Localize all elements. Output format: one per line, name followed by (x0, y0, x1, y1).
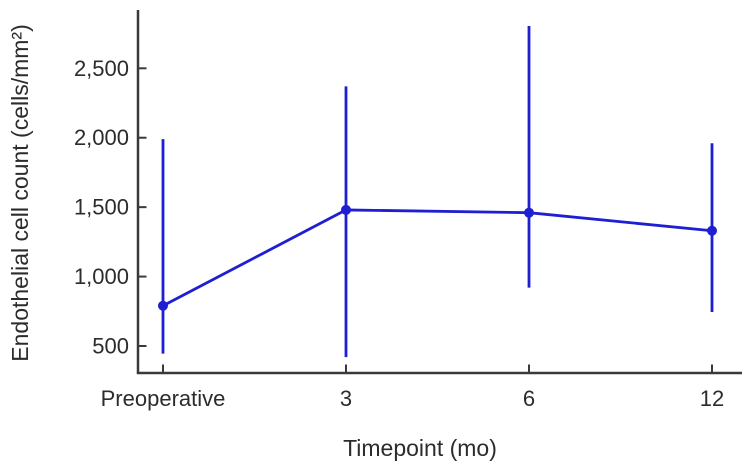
x-tick-label: Preoperative (101, 386, 226, 411)
y-tick-label: 1,000 (74, 264, 129, 289)
x-tick-label: 3 (340, 386, 352, 411)
y-tick-label: 500 (92, 334, 129, 359)
y-tick-label: 2,500 (74, 56, 129, 81)
x-tick-label: 6 (523, 386, 535, 411)
data-point (707, 225, 717, 236)
y-axis-title: Endothelial cell count (cells/mm²) (7, 24, 33, 361)
series-line (162, 208, 713, 307)
data-point (158, 300, 168, 311)
x-axis-title: Timepoint (mo) (343, 435, 497, 461)
data-point (341, 204, 351, 215)
y-tick-label: 2,000 (74, 125, 129, 150)
x-tick-label: 12 (700, 386, 724, 411)
data-point (524, 207, 534, 218)
y-tick-label: 1,500 (74, 195, 129, 220)
